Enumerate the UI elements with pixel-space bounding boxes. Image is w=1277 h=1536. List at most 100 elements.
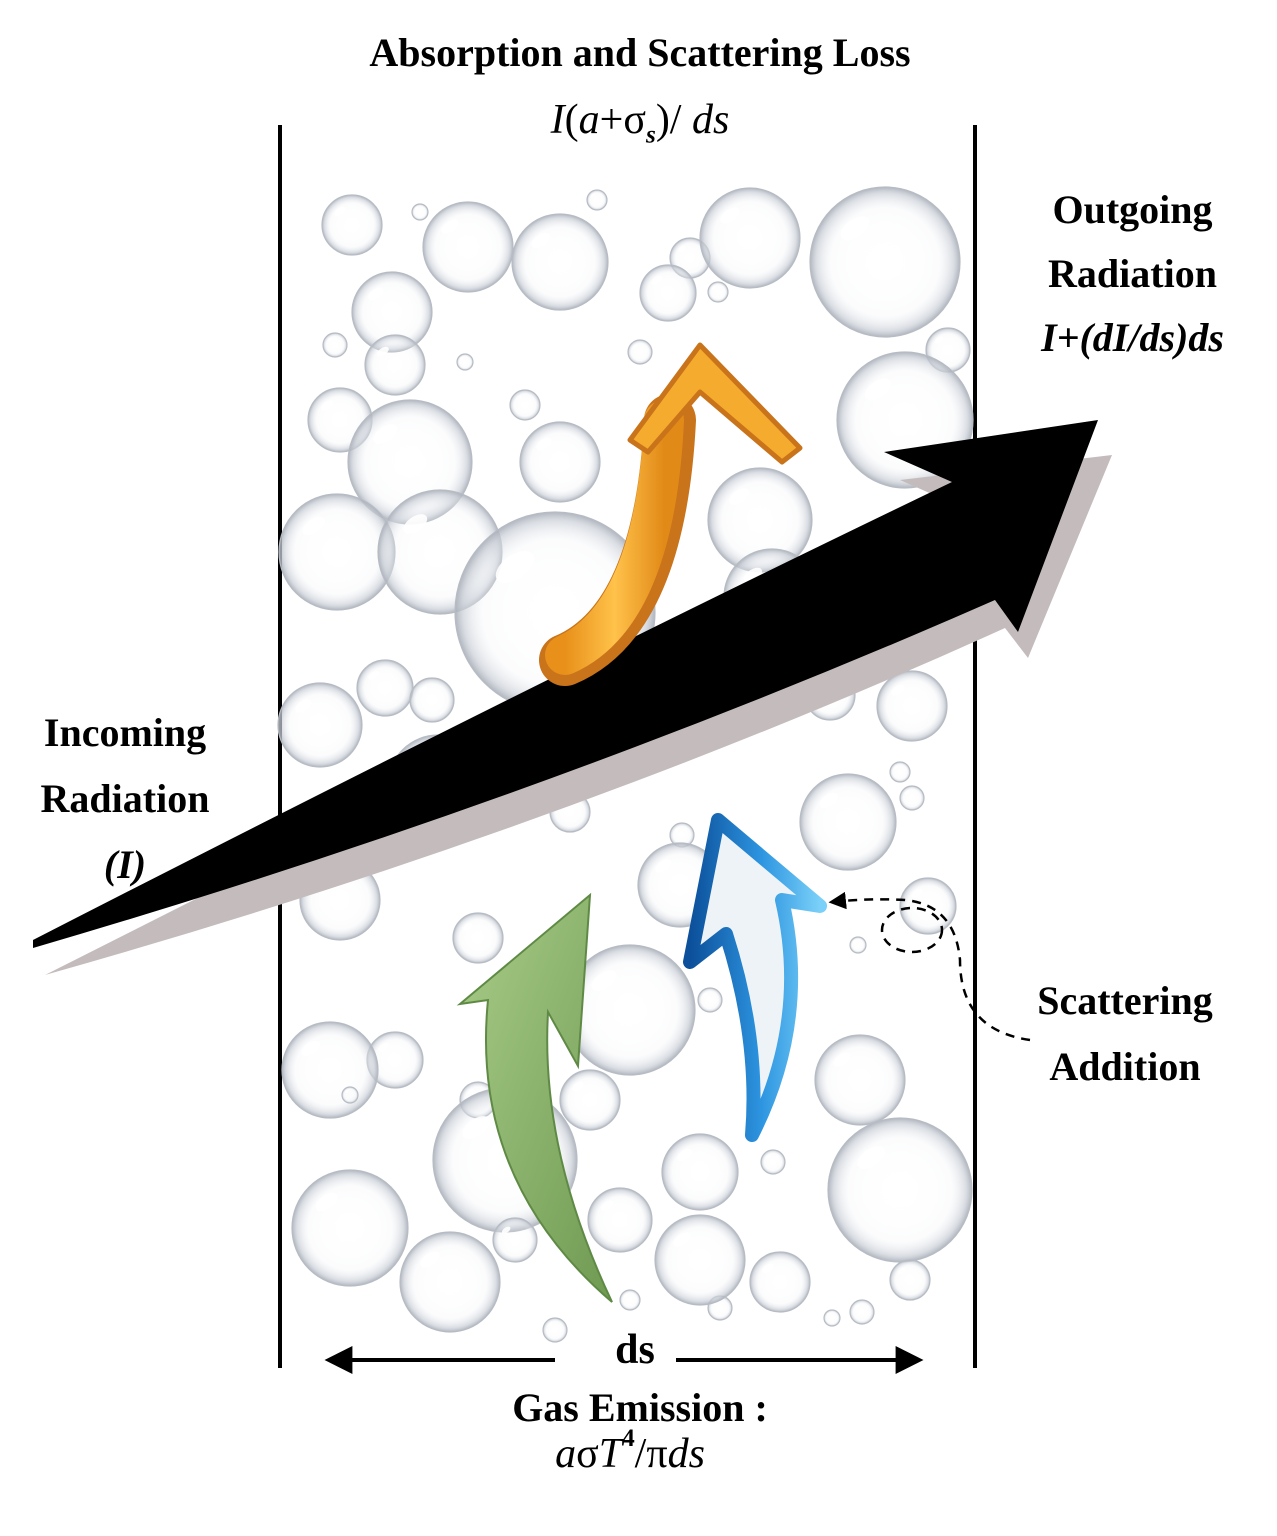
bubble-icon <box>281 1021 379 1119</box>
bubble-highlight <box>840 216 870 241</box>
bubble-highlight <box>403 514 428 535</box>
bubble-highlight <box>854 1304 860 1309</box>
bubble-icon <box>661 1133 739 1211</box>
bubble-highlight <box>373 424 398 445</box>
bubble-icon <box>707 281 729 303</box>
bubble-highlight <box>321 400 334 411</box>
bubble-icon <box>849 1299 875 1325</box>
bubble-icon <box>814 1034 906 1126</box>
bubble-icon <box>456 353 474 371</box>
title: Absorption and Scattering Loss <box>369 30 911 75</box>
scattering-pointer <box>828 891 1031 1042</box>
bubble-highlight <box>420 1251 440 1268</box>
bubble-icon <box>876 670 948 742</box>
bubble-icon <box>889 1259 931 1301</box>
bubble-highlight <box>674 827 680 832</box>
bubble-highlight <box>295 699 312 713</box>
bubble-icon <box>587 1187 653 1253</box>
bubble-icon <box>511 213 609 311</box>
bubble-highlight <box>712 285 716 290</box>
bubble-highlight <box>467 1089 475 1095</box>
bubble-icon <box>321 194 383 256</box>
bubble-highlight <box>762 1263 774 1274</box>
bubble-highlight <box>301 1040 321 1057</box>
bubble-highlight <box>441 219 459 234</box>
bubble-icon <box>509 389 541 421</box>
bubble-highlight <box>891 684 905 696</box>
scattering-loop <box>880 906 944 954</box>
emission-formula: aσT4/πds <box>555 1425 705 1477</box>
bubble-highlight <box>678 245 686 253</box>
bubble-highlight <box>302 516 325 536</box>
bubble-icon <box>809 186 961 338</box>
bubble-highlight <box>743 567 763 584</box>
bubble-highlight <box>655 859 672 873</box>
bubble-highlight <box>852 939 857 944</box>
bubble-highlight <box>547 1322 553 1327</box>
bubble-icon <box>627 339 653 365</box>
bubble-highlight <box>864 378 891 401</box>
bubble-icon <box>760 1149 786 1175</box>
bubble-highlight <box>720 207 740 224</box>
bubble-highlight <box>414 206 419 211</box>
scattering-arrow-icon <box>683 813 827 1142</box>
bubble-highlight <box>673 1232 691 1247</box>
bubble-icon <box>697 987 723 1013</box>
bubble-highlight <box>459 356 464 361</box>
bubble-icon <box>899 785 925 811</box>
bubble-icon <box>277 682 363 768</box>
bubble-highlight <box>572 1081 584 1092</box>
bubble-highlight <box>765 1154 771 1159</box>
bubble-icon <box>799 773 897 871</box>
bubble-highlight <box>857 1146 886 1170</box>
bubble-icon <box>364 334 426 396</box>
bubble-highlight <box>677 1148 693 1161</box>
bubble-highlight <box>632 344 638 349</box>
bubble-highlight <box>702 992 708 997</box>
incoming-radiation-label: Incoming Radiation (I) <box>40 710 210 887</box>
bubble-icon <box>341 1086 359 1104</box>
bubble-icon <box>639 264 697 322</box>
bubble-icon <box>699 187 801 289</box>
bubble-highlight <box>516 395 522 401</box>
bubble-icon <box>749 1251 811 1313</box>
bubble-highlight <box>904 790 910 795</box>
scattering-addition-label: Scattering Addition <box>1037 978 1213 1089</box>
bubble-highlight <box>418 686 428 694</box>
ds-label: ds <box>615 1327 655 1373</box>
outgoing-radiation-label: Outgoing Radiation I+(dI/ds)ds <box>1041 187 1224 360</box>
bubble-icon <box>827 1117 973 1263</box>
bubble-icon <box>291 1169 409 1287</box>
bubble-highlight <box>377 346 389 357</box>
bubble-highlight <box>334 206 346 217</box>
bubble-icon <box>411 203 429 221</box>
bubble-highlight <box>819 792 839 809</box>
bubble-highlight <box>826 1312 831 1317</box>
bubble-highlight <box>315 1192 338 1212</box>
bubble-icon <box>654 1214 746 1306</box>
bubble-icon <box>422 201 514 293</box>
bubble-highlight <box>463 922 473 931</box>
bubble-highlight <box>911 888 923 898</box>
bubble-highlight <box>531 232 551 249</box>
gas-emission-label: Gas Emission : <box>512 1385 768 1430</box>
emission-arrow-icon <box>456 892 613 1303</box>
bubble-highlight <box>591 970 617 992</box>
bubble-icon <box>559 1069 621 1131</box>
bubble-highlight <box>934 336 944 344</box>
bubble-icon <box>356 659 414 717</box>
loss-formula: I(a+σs)/ ds <box>550 97 730 149</box>
bubble-highlight <box>495 551 535 583</box>
bubble-icon <box>322 332 348 358</box>
bubble-icon <box>452 912 504 964</box>
bubble-highlight <box>624 1293 628 1298</box>
bubble-highlight <box>894 765 898 770</box>
bubble-icon <box>619 1289 641 1311</box>
bubble-highlight <box>833 1052 851 1067</box>
bubble-icon <box>399 1231 501 1333</box>
bubble-highlight <box>536 437 552 451</box>
bubble-highlight <box>898 1267 906 1275</box>
bubble-highlight <box>462 1116 491 1140</box>
bubble-icon <box>409 677 455 723</box>
